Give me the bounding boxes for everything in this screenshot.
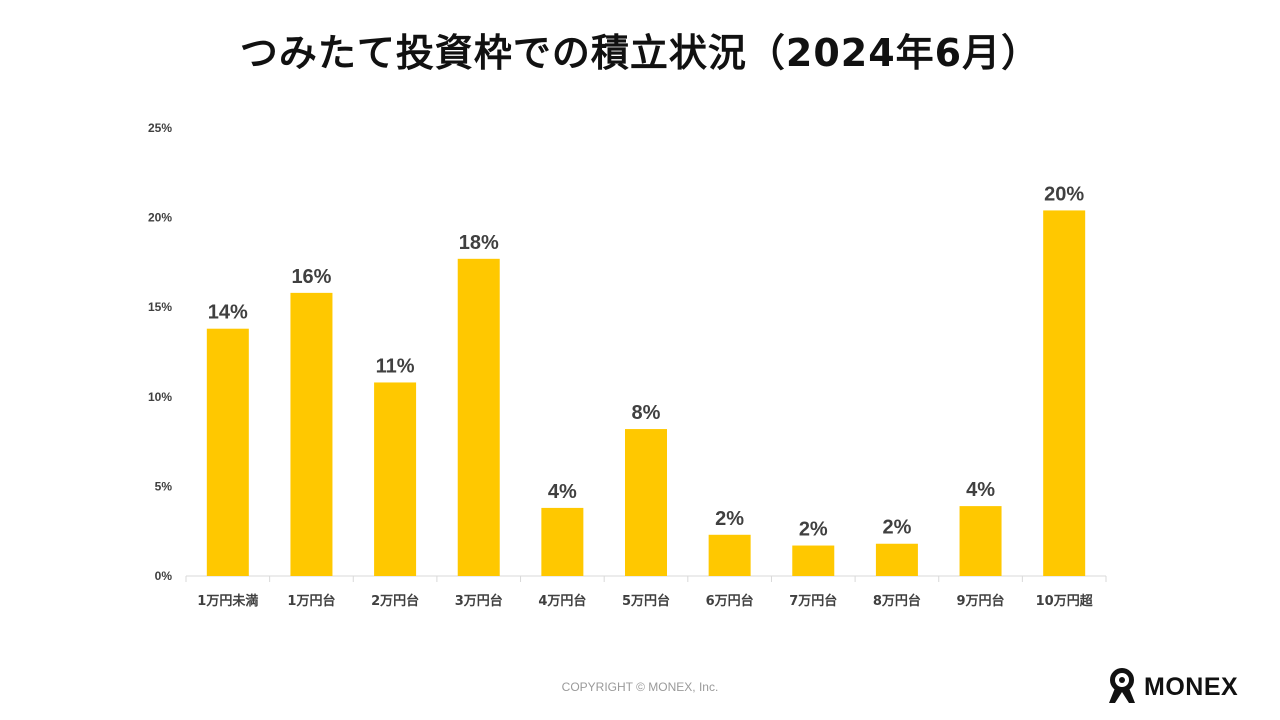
chart-title: つみたて投資枠での積立状況（2024年6月） [239,31,1041,75]
x-tick-label: 3万円台 [455,593,503,609]
data-label: 16% [291,266,331,288]
data-label: 2% [882,517,911,539]
y-tick-label: 15% [148,300,172,314]
y-tick-label: 5% [155,479,173,493]
x-tick-label: 2万円台 [371,593,419,609]
y-tick-label: 25% [148,121,172,135]
y-tick-label: 10% [148,390,172,404]
bar [374,382,417,576]
copyright-notice: COPYRIGHT © MONEX, Inc. [561,680,719,694]
bar [792,545,835,576]
x-tick-label: 1万円台 [287,593,335,609]
x-tick-label: 5万円台 [622,593,670,609]
brand-name: MONEX [1144,672,1239,701]
bar [457,258,500,576]
data-label: 20% [1044,183,1084,205]
bar [541,507,584,576]
y-tick-label: 20% [148,211,172,225]
bar [290,292,333,576]
x-tick-label: 1万円未満 [197,593,258,609]
x-tick-label: 4万円台 [538,593,586,609]
bar [1043,210,1086,576]
y-tick-label: 0% [155,569,173,583]
monex-logo: MONEX [1106,668,1238,706]
data-label: 18% [459,232,499,254]
data-label: 14% [208,302,248,324]
data-label: 4% [548,481,577,503]
bar [206,328,249,576]
x-tick-label: 8万円台 [873,593,921,609]
data-label: 4% [966,479,995,501]
data-label: 2% [799,519,828,541]
x-tick-label: 7万円台 [789,593,837,609]
bar [625,429,667,576]
bar [708,534,751,576]
monex-mascot-icon [1109,668,1135,703]
x-tick-label: 9万円台 [957,593,1005,609]
bar [875,543,918,576]
data-label: 11% [376,355,415,377]
bar-chart: 0% 5% 10% 15% 20% 25% 14% 1万円未満 16% 1万円台 11% 2万円台 18… [148,121,1107,609]
x-tick-label: 6万円台 [706,593,754,609]
data-label: 8% [632,402,661,424]
data-label: 2% [715,508,744,530]
bar [959,506,1002,576]
x-tick-label: 10万円超 [1036,593,1094,609]
